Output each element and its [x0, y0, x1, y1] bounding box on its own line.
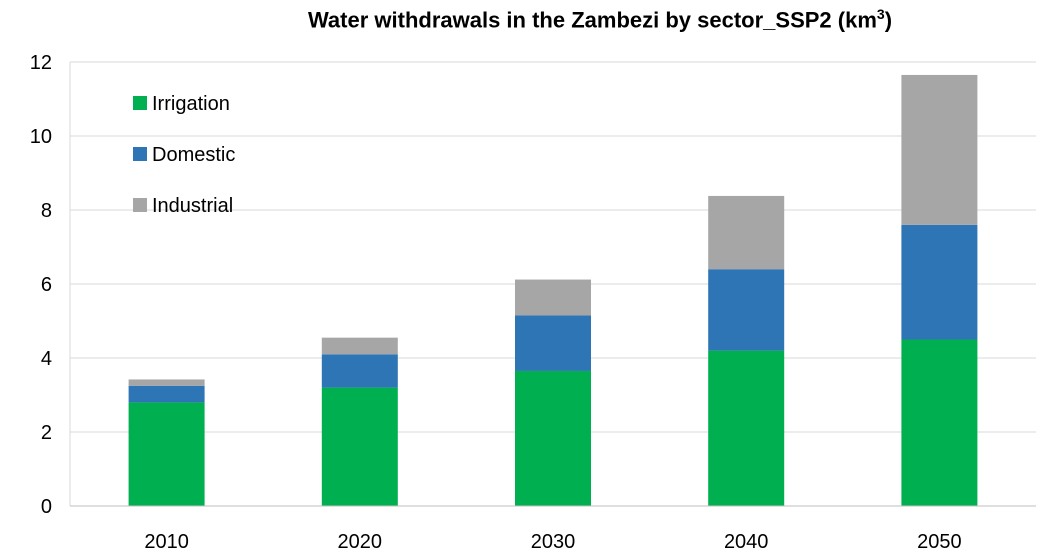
axes: 0 2 4 6 8 10 12 2010 2020 2030 2040 2050	[30, 52, 1036, 553]
x-tick-label: 2020	[338, 531, 383, 553]
bar-industrial-2020	[321, 337, 398, 355]
bar-industrial-2050	[901, 74, 978, 225]
y-tick-label: 6	[41, 274, 52, 296]
bar-domestic-2010	[128, 385, 205, 403]
bar-domestic-2030	[515, 315, 591, 371]
legend-swatch-irrigation	[133, 96, 147, 110]
bar-industrial-2010	[128, 379, 205, 386]
x-tick-label: 2010	[144, 531, 189, 553]
y-tick-label: 0	[41, 496, 52, 518]
bar-irrigation-2030	[515, 370, 591, 506]
chart-title-text: Water withdrawals in the Zambezi by sect…	[307, 7, 877, 33]
legend-swatch-industrial	[133, 198, 147, 212]
bar-irrigation-2040	[708, 350, 785, 506]
legend-label-industrial: Industrial	[152, 195, 233, 217]
chart-title: Water withdrawals in the Zambezi by sect…	[0, 6, 1046, 33]
bar-domestic-2040	[708, 269, 785, 351]
x-tick-label: 2030	[531, 531, 576, 553]
legend-swatch-domestic	[133, 147, 147, 161]
y-tick-label: 10	[30, 126, 52, 148]
bar-domestic-2020	[321, 354, 398, 388]
x-tick-label: 2040	[724, 531, 769, 553]
bar-irrigation-2010	[128, 402, 205, 506]
bar-industrial-2030	[515, 279, 591, 316]
y-tick-label: 12	[30, 52, 52, 74]
legend-label-irrigation: Irrigation	[152, 93, 230, 115]
bar-irrigation-2020	[321, 387, 398, 506]
x-tick-label: 2050	[917, 531, 962, 553]
bar-irrigation-2050	[901, 339, 978, 506]
bar-industrial-2040	[708, 195, 785, 270]
bar-domestic-2050	[901, 224, 978, 340]
chart-title-superscript: 3	[876, 6, 885, 22]
chart-title-suffix: )	[884, 7, 893, 33]
bars	[128, 74, 978, 506]
y-tick-label: 2	[41, 422, 52, 444]
y-tick-label: 8	[41, 200, 52, 222]
legend-label-domestic: Domestic	[152, 144, 235, 166]
y-tick-label: 4	[41, 348, 52, 370]
legend: Irrigation Domestic Industrial	[133, 93, 235, 217]
